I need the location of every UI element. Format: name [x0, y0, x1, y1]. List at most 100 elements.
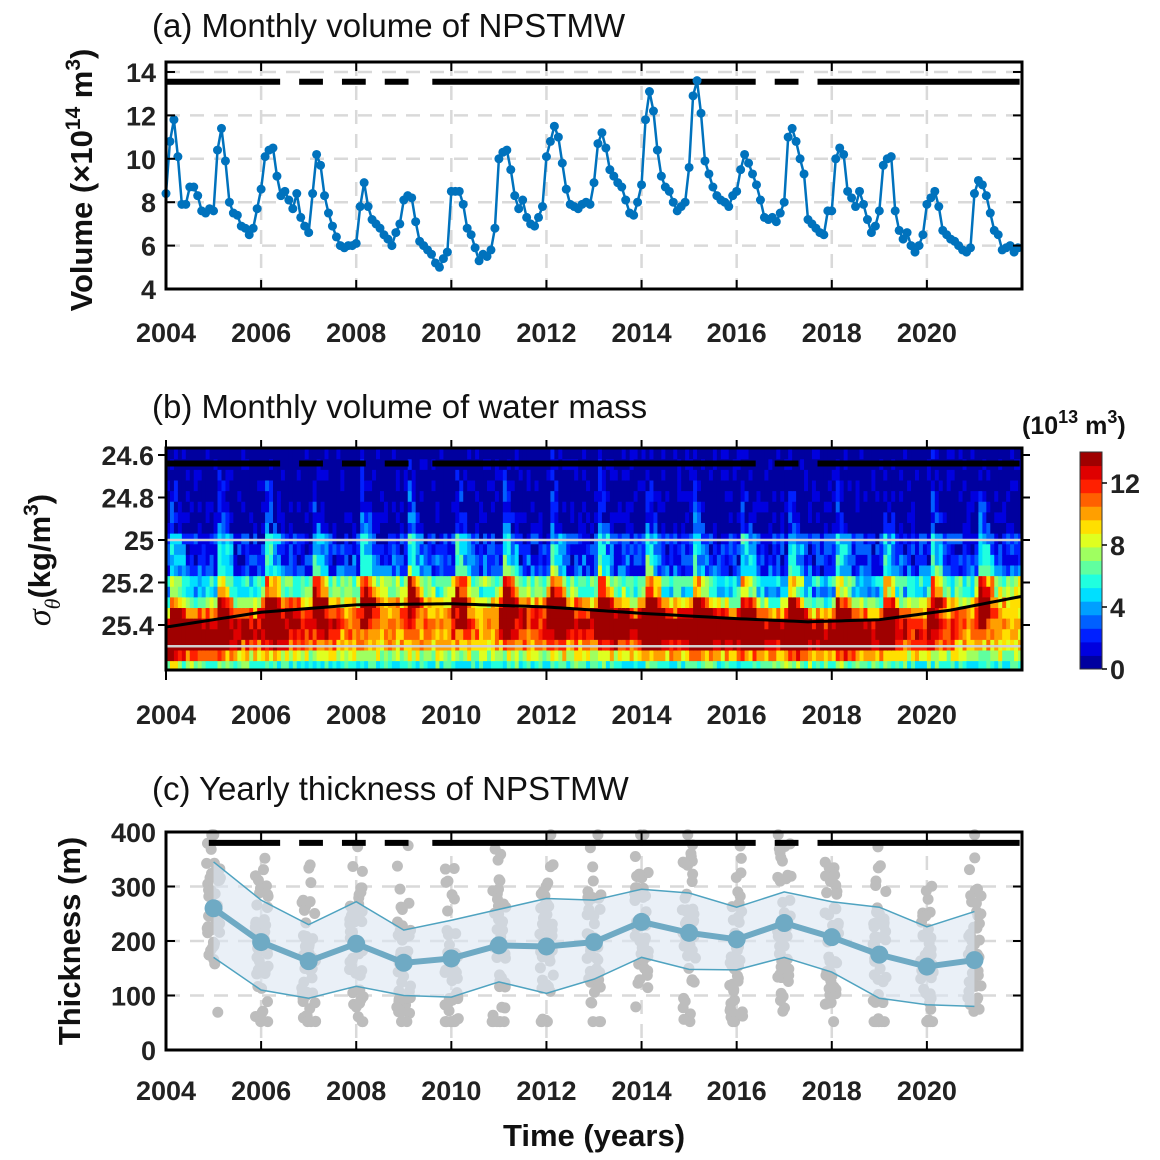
heatmap-cell: [435, 480, 441, 492]
heatmap-cell: [514, 629, 520, 641]
heatmap-cell: [780, 618, 785, 630]
heatmap-cell: [312, 491, 318, 503]
heatmap-cell: [169, 597, 175, 609]
heatmap-cell: [522, 586, 528, 598]
heatmap-cell: [423, 448, 429, 460]
heatmap-cell: [1014, 608, 1019, 620]
heatmap-cell: [946, 554, 952, 567]
heatmap-cell: [613, 554, 619, 567]
colorbar-level: [1080, 519, 1102, 534]
heatmap-cell: [578, 491, 583, 503]
heatmap-cell: [875, 544, 880, 556]
heatmap-cell: [879, 661, 884, 671]
heatmap-cell: [494, 661, 500, 671]
heatmap-cell: [284, 576, 290, 588]
heatmap-cell: [760, 480, 766, 492]
volume-point: [541, 152, 551, 162]
heatmap-cell: [383, 512, 389, 524]
heatmap-cell: [998, 565, 1003, 577]
heatmap-cell: [994, 608, 999, 620]
heatmap-cell: [320, 608, 326, 620]
heatmap-cell: [475, 523, 480, 535]
y-tick-label: 4: [141, 275, 156, 305]
heatmap-cell: [312, 448, 318, 460]
heatmap-cell: [827, 512, 833, 524]
heatmap-cell: [645, 554, 651, 567]
heatmap-cell: [839, 608, 845, 620]
heatmap-cell: [471, 512, 476, 524]
heatmap-cell: [784, 554, 789, 567]
heatmap-cell: [193, 629, 199, 641]
heatmap-cell: [847, 501, 853, 513]
heatmap-cell: [1018, 586, 1023, 598]
heatmap-cell: [649, 512, 655, 524]
heatmap-cell: [383, 480, 389, 492]
heatmap-cell: [578, 576, 583, 588]
heatmap-cell: [380, 554, 385, 567]
heatmap-cell: [372, 650, 377, 662]
heatmap-cell: [518, 618, 524, 630]
heatmap-cell: [645, 480, 651, 492]
heatmap-cell: [189, 469, 195, 482]
colorbar-level: [1080, 655, 1102, 670]
heatmap-cell: [514, 469, 520, 482]
heatmap-cell: [701, 448, 706, 460]
volume-point: [906, 241, 916, 251]
heatmap-cell: [296, 565, 302, 577]
heatmap-cell: [229, 491, 234, 503]
heatmap-cell: [459, 480, 464, 492]
heatmap-cell: [966, 480, 972, 492]
heatmap-cell: [443, 608, 448, 620]
heatmap-cell: [336, 597, 341, 609]
heatmap-cell: [340, 448, 345, 460]
heatmap-cell: [934, 448, 940, 460]
heatmap-cell: [776, 650, 781, 662]
volume-point: [312, 149, 322, 159]
heatmap-cell: [407, 512, 413, 524]
heatmap-cell: [205, 586, 211, 598]
heatmap-cell: [276, 608, 282, 620]
heatmap-cell: [265, 576, 270, 588]
heatmap-cell: [356, 480, 361, 492]
heatmap-cell: [954, 469, 960, 482]
heatmap-cell: [800, 650, 805, 662]
heatmap-cell: [526, 501, 532, 513]
heatmap-cell: [895, 576, 900, 588]
heatmap-cell: [229, 608, 234, 620]
heatmap-cell: [332, 576, 338, 588]
heatmap-cell: [891, 576, 896, 588]
heatmap-cell: [487, 469, 492, 482]
heatmap-cell: [883, 523, 888, 535]
heatmap-cell: [479, 597, 484, 609]
heatmap-cell: [716, 565, 722, 577]
heatmap-cell: [966, 523, 972, 535]
heatmap-cell: [209, 650, 215, 662]
heatmap-cell: [328, 586, 334, 598]
heatmap-cell: [1010, 597, 1015, 609]
heatmap-cell: [708, 586, 714, 598]
heatmap-cell: [819, 597, 825, 609]
heatmap-cell: [217, 554, 223, 567]
heatmap-cell: [546, 629, 552, 641]
volume-point: [351, 238, 361, 248]
heatmap-cell: [340, 661, 345, 671]
heatmap-cell: [994, 576, 999, 588]
heatmap-cell: [697, 618, 702, 630]
heatmap-cell: [494, 608, 500, 620]
heatmap-cell: [768, 448, 773, 460]
heatmap-cell: [625, 512, 631, 524]
heatmap-cell: [360, 661, 365, 671]
heatmap-cell: [788, 586, 793, 598]
heatmap-cell: [324, 554, 330, 567]
heatmap-cell: [704, 597, 710, 609]
heatmap-cell: [372, 597, 377, 609]
heatmap-cell: [804, 544, 809, 556]
heatmap-cell: [831, 512, 837, 524]
heatmap-cell: [360, 618, 365, 630]
heatmap-cell: [288, 597, 294, 609]
heatmap-cell: [276, 448, 282, 460]
heatmap-cell: [273, 650, 278, 662]
heatmap-cell: [387, 650, 393, 662]
heatmap-cell: [471, 576, 476, 588]
heatmap-cell: [629, 618, 635, 630]
